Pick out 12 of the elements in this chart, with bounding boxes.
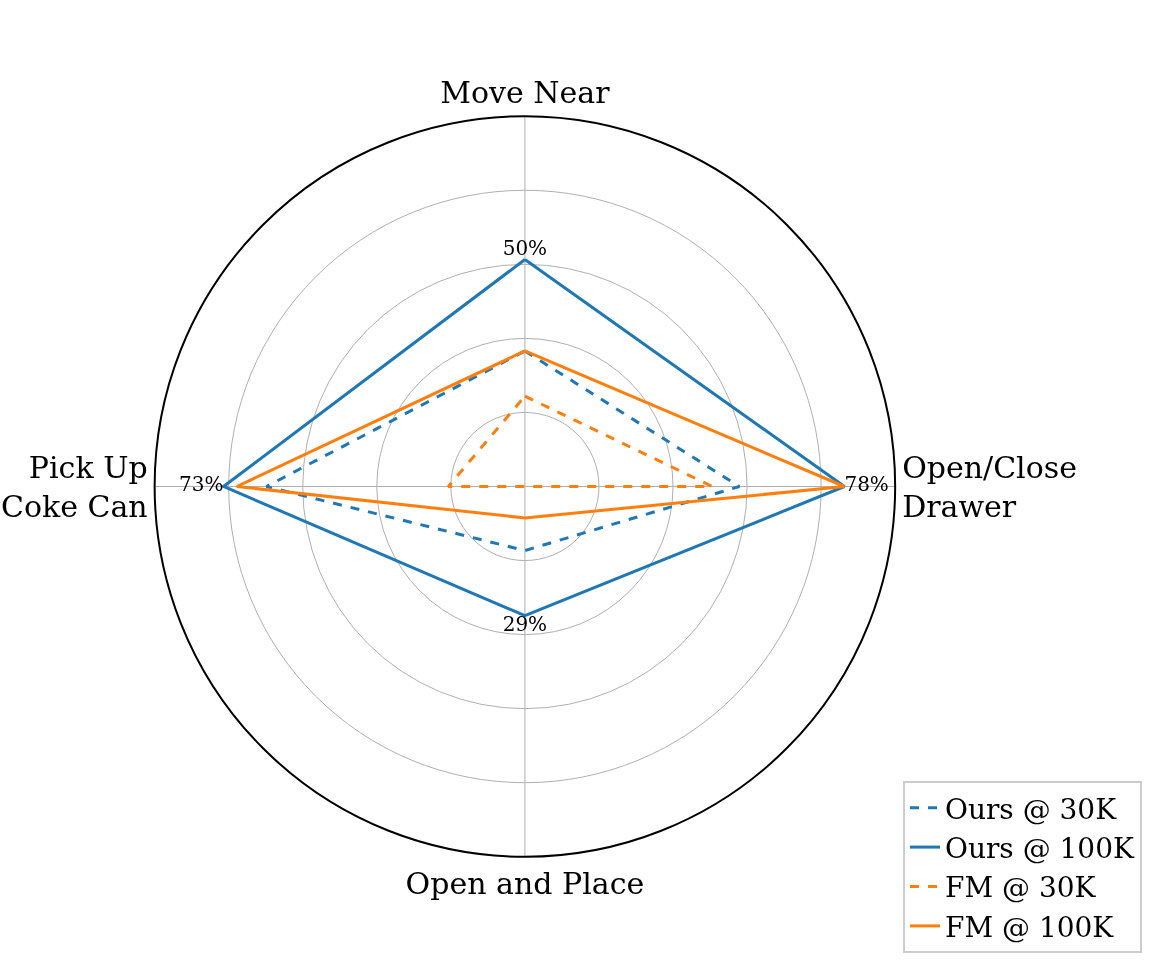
- text: 78%: [844, 472, 889, 497]
- spoke-label: Open and Place: [405, 865, 645, 901]
- legend-label: Ours @ 30K: [945, 792, 1118, 826]
- text: 29%: [502, 611, 548, 636]
- spoke-label: Move Near: [440, 75, 611, 111]
- legend-label: FM @ 100K: [945, 910, 1115, 944]
- text: 50%: [502, 235, 548, 260]
- text: 73%: [179, 472, 224, 497]
- legend-label: FM @ 30K: [945, 871, 1097, 905]
- legend-label: Ours @ 100K: [945, 832, 1135, 866]
- spoke-label: Pick Up Coke Can: [0, 449, 148, 524]
- spoke-label: Open/Close Drawer: [902, 449, 1077, 524]
